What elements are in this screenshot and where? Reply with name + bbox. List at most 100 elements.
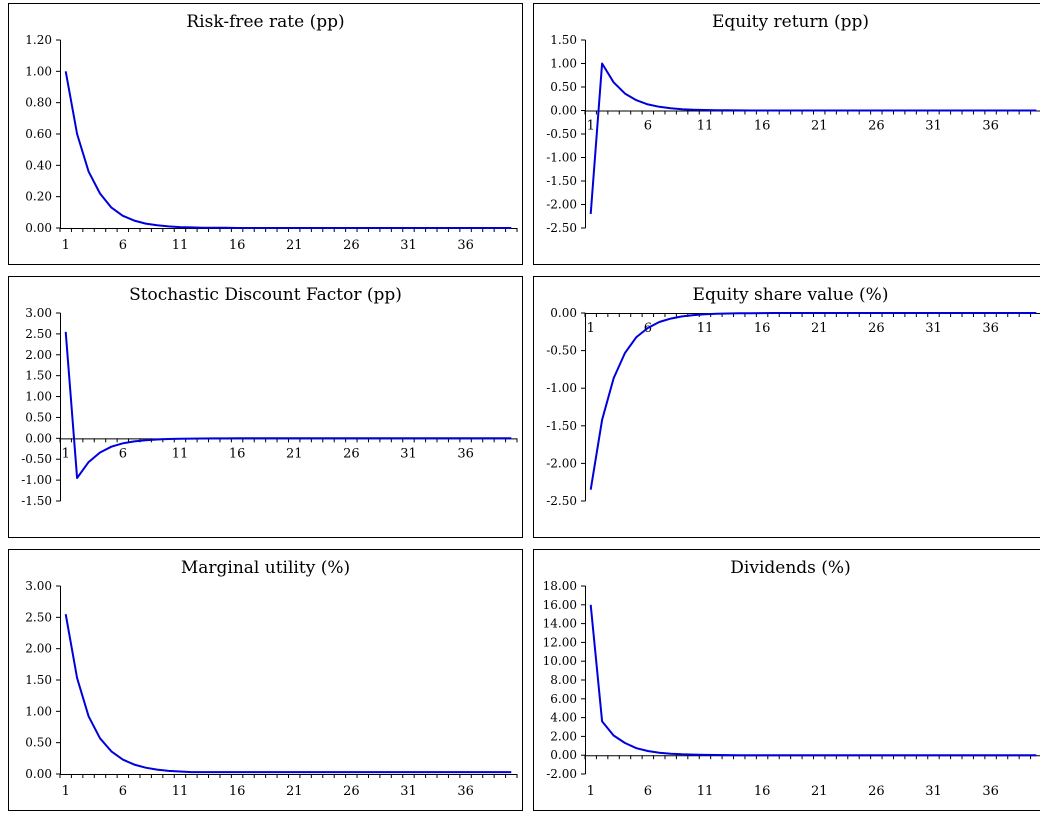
chart-panel-risk-free-rate: Risk-free rate (pp) 0.00 0.20 0.40 0.60 0.80 1… [8, 3, 523, 265]
x-tick-label: 1 [587, 321, 595, 336]
y-tick-label: -1.50 [546, 419, 577, 433]
y-tick-label: -2.50 [546, 221, 577, 235]
x-tick-label: 36 [457, 784, 474, 799]
y-tick-label: -0.50 [546, 344, 577, 358]
chart-panel-dividends: Dividends (%) -2.00 0.00 2.00 4.00 6.00 8.00 10… [533, 549, 1040, 811]
y-tick-label: 14.00 [543, 617, 577, 631]
chart-svg: Marginal utility (%) 0.00 0.50 1.00 1.50 2.00… [8, 549, 523, 811]
y-tick-label: 0.20 [25, 190, 52, 204]
chart-panel-stochastic-discount-factor: Stochastic Discount Factor (pp) -1.50 -1.0… [8, 276, 523, 538]
series-line [589, 312, 1037, 490]
y-tick-label: -1.50 [546, 174, 577, 188]
y-tick-label: 2.00 [550, 729, 577, 743]
chart-frame [8, 3, 523, 265]
x-tick-label: 26 [343, 238, 360, 253]
x-tick-label: 31 [925, 784, 942, 799]
x-tick-label: 11 [697, 321, 714, 336]
x-tick-label: 31 [400, 446, 417, 461]
x-tick-label: 16 [229, 784, 246, 799]
y-tick-label: -2.00 [546, 767, 577, 781]
chart-svg: Dividends (%) -2.00 0.00 2.00 4.00 6.00 8.00 10… [533, 549, 1040, 811]
series-line [64, 71, 512, 229]
x-tick-label: 21 [286, 446, 303, 461]
x-tick-label: 11 [172, 784, 189, 799]
x-tick-label: 16 [229, 238, 246, 253]
x-tick-label: 6 [119, 784, 127, 799]
y-tick-label: 1.50 [550, 33, 577, 47]
x-tick-label: 6 [119, 238, 127, 253]
x-tick-label: 26 [868, 784, 885, 799]
y-tick-label: 1.00 [25, 704, 52, 718]
x-tick-label: 1 [62, 784, 70, 799]
y-tick-label: 6.00 [550, 692, 577, 706]
series-line [64, 614, 512, 774]
y-tick-label: 0.60 [25, 127, 52, 141]
chart-title: Marginal utility (%) [181, 558, 350, 578]
x-tick-label: 6 [644, 119, 652, 134]
chart-panel-equity-return: Equity return (pp) -2.50 -2.00 -1.50 -1.00 -0… [533, 3, 1040, 265]
series-line [589, 604, 1037, 757]
chart-title: Equity share value (%) [693, 285, 889, 305]
y-tick-label: 2.50 [25, 610, 52, 624]
series-line [589, 62, 1037, 214]
x-tick-label: 6 [119, 446, 127, 461]
y-tick-label: 0.50 [25, 736, 52, 750]
x-tick-label: 1 [587, 784, 595, 799]
x-tick-label: 31 [925, 321, 942, 336]
y-tick-label: -1.00 [546, 151, 577, 165]
y-tick-label: 1.00 [550, 57, 577, 71]
x-tick-label: 16 [754, 784, 771, 799]
y-tick-label: 1.50 [25, 673, 52, 687]
y-tick-label: 1.20 [25, 33, 52, 47]
y-tick-label: 0.50 [550, 80, 577, 94]
x-tick-label: 36 [982, 321, 999, 336]
y-tick-label: 12.00 [543, 635, 577, 649]
y-tick-label: 2.00 [25, 642, 52, 656]
chart-svg: Equity return (pp) -2.50 -2.00 -1.50 -1.00 -0… [533, 3, 1040, 265]
y-tick-label: 4.00 [550, 711, 577, 725]
y-tick-label: 18.00 [543, 579, 577, 593]
y-tick-label: 2.50 [25, 327, 52, 341]
y-tick-label: -2.50 [546, 494, 577, 508]
chart-panel-equity-share-value: Equity share value (%) -2.50 -2.00 -1.50 -1.… [533, 276, 1040, 538]
y-tick-label: 1.00 [25, 64, 52, 78]
y-tick-label: 1.00 [25, 390, 52, 404]
chart-title: Dividends (%) [730, 558, 850, 578]
y-tick-label: 10.00 [543, 654, 577, 668]
y-tick-label: 0.80 [25, 96, 52, 110]
y-tick-label: -1.50 [21, 494, 52, 508]
chart-svg: Equity share value (%) -2.50 -2.00 -1.50 -1.… [533, 276, 1040, 538]
series-line [64, 331, 512, 479]
chart-frame [8, 276, 523, 538]
chart-panel-marginal-utility: Marginal utility (%) 0.00 0.50 1.00 1.50 2.00… [8, 549, 523, 811]
x-tick-label: 11 [172, 446, 189, 461]
x-tick-label: 21 [286, 238, 303, 253]
y-tick-label: -0.50 [21, 452, 52, 466]
chart-title: Equity return (pp) [712, 12, 869, 32]
y-tick-label: -1.00 [21, 473, 52, 487]
x-tick-label: 21 [811, 784, 828, 799]
x-tick-label: 11 [172, 238, 189, 253]
y-tick-label: 3.00 [25, 306, 52, 320]
y-tick-label: -0.50 [546, 127, 577, 141]
y-tick-label: -1.00 [546, 381, 577, 395]
x-tick-label: 6 [644, 784, 652, 799]
x-tick-label: 1 [587, 119, 595, 134]
x-tick-label: 11 [697, 784, 714, 799]
y-tick-label: 3.00 [25, 579, 52, 593]
y-tick-label: 0.50 [25, 410, 52, 424]
y-tick-label: 0.00 [550, 104, 577, 118]
x-tick-label: 16 [229, 446, 246, 461]
chart-frame [533, 276, 1040, 538]
y-tick-label: 0.00 [25, 431, 52, 445]
y-tick-label: 0.00 [550, 306, 577, 320]
x-tick-label: 31 [400, 238, 417, 253]
x-tick-label: 11 [697, 119, 714, 134]
x-tick-label: 21 [811, 321, 828, 336]
chart-title: Stochastic Discount Factor (pp) [129, 285, 402, 305]
y-tick-label: 0.00 [25, 221, 52, 235]
x-tick-label: 36 [982, 784, 999, 799]
x-tick-label: 21 [286, 784, 303, 799]
chart-frame [533, 3, 1040, 265]
y-tick-label: 2.00 [25, 348, 52, 362]
